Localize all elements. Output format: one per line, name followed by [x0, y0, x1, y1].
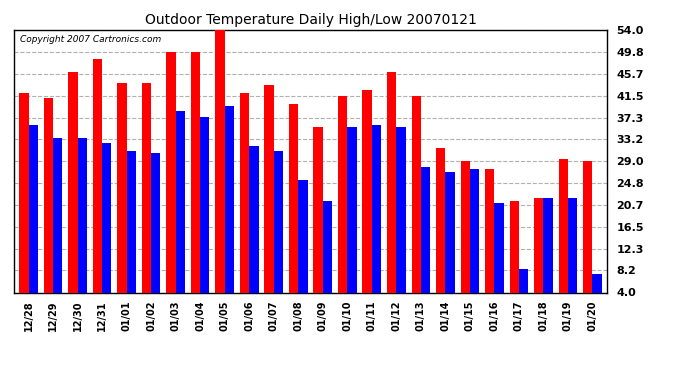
Bar: [559, 159, 568, 292]
Text: Copyright 2007 Cartronics.com: Copyright 2007 Cartronics.com: [20, 35, 161, 44]
Bar: [126, 151, 136, 292]
Bar: [347, 127, 357, 292]
Bar: [176, 111, 185, 292]
Bar: [289, 104, 298, 292]
Bar: [19, 93, 28, 292]
Bar: [544, 198, 553, 292]
Bar: [519, 269, 529, 292]
Bar: [117, 82, 126, 292]
Bar: [445, 172, 455, 292]
Bar: [323, 201, 332, 292]
Bar: [387, 72, 396, 292]
Bar: [298, 180, 308, 292]
Bar: [240, 93, 249, 292]
Bar: [92, 59, 102, 292]
Title: Outdoor Temperature Daily High/Low 20070121: Outdoor Temperature Daily High/Low 20070…: [145, 13, 476, 27]
Bar: [249, 146, 259, 292]
Bar: [200, 117, 210, 292]
Bar: [53, 138, 62, 292]
Bar: [166, 52, 176, 292]
Bar: [583, 161, 593, 292]
Bar: [495, 203, 504, 292]
Bar: [313, 127, 323, 292]
Bar: [68, 72, 77, 292]
Bar: [191, 52, 200, 292]
Bar: [274, 151, 283, 292]
Bar: [470, 169, 479, 292]
Bar: [460, 161, 470, 292]
Bar: [396, 127, 406, 292]
Bar: [421, 166, 430, 292]
Bar: [411, 96, 421, 292]
Bar: [362, 90, 372, 292]
Bar: [264, 85, 274, 292]
Bar: [568, 198, 578, 292]
Bar: [142, 82, 151, 292]
Bar: [436, 148, 445, 292]
Bar: [338, 96, 347, 292]
Bar: [510, 201, 519, 292]
Bar: [225, 106, 234, 292]
Bar: [151, 153, 161, 292]
Bar: [77, 138, 87, 292]
Bar: [102, 143, 111, 292]
Bar: [43, 98, 53, 292]
Bar: [534, 198, 544, 292]
Bar: [485, 169, 495, 292]
Bar: [215, 30, 225, 292]
Bar: [593, 274, 602, 292]
Bar: [372, 124, 381, 292]
Bar: [28, 124, 38, 292]
